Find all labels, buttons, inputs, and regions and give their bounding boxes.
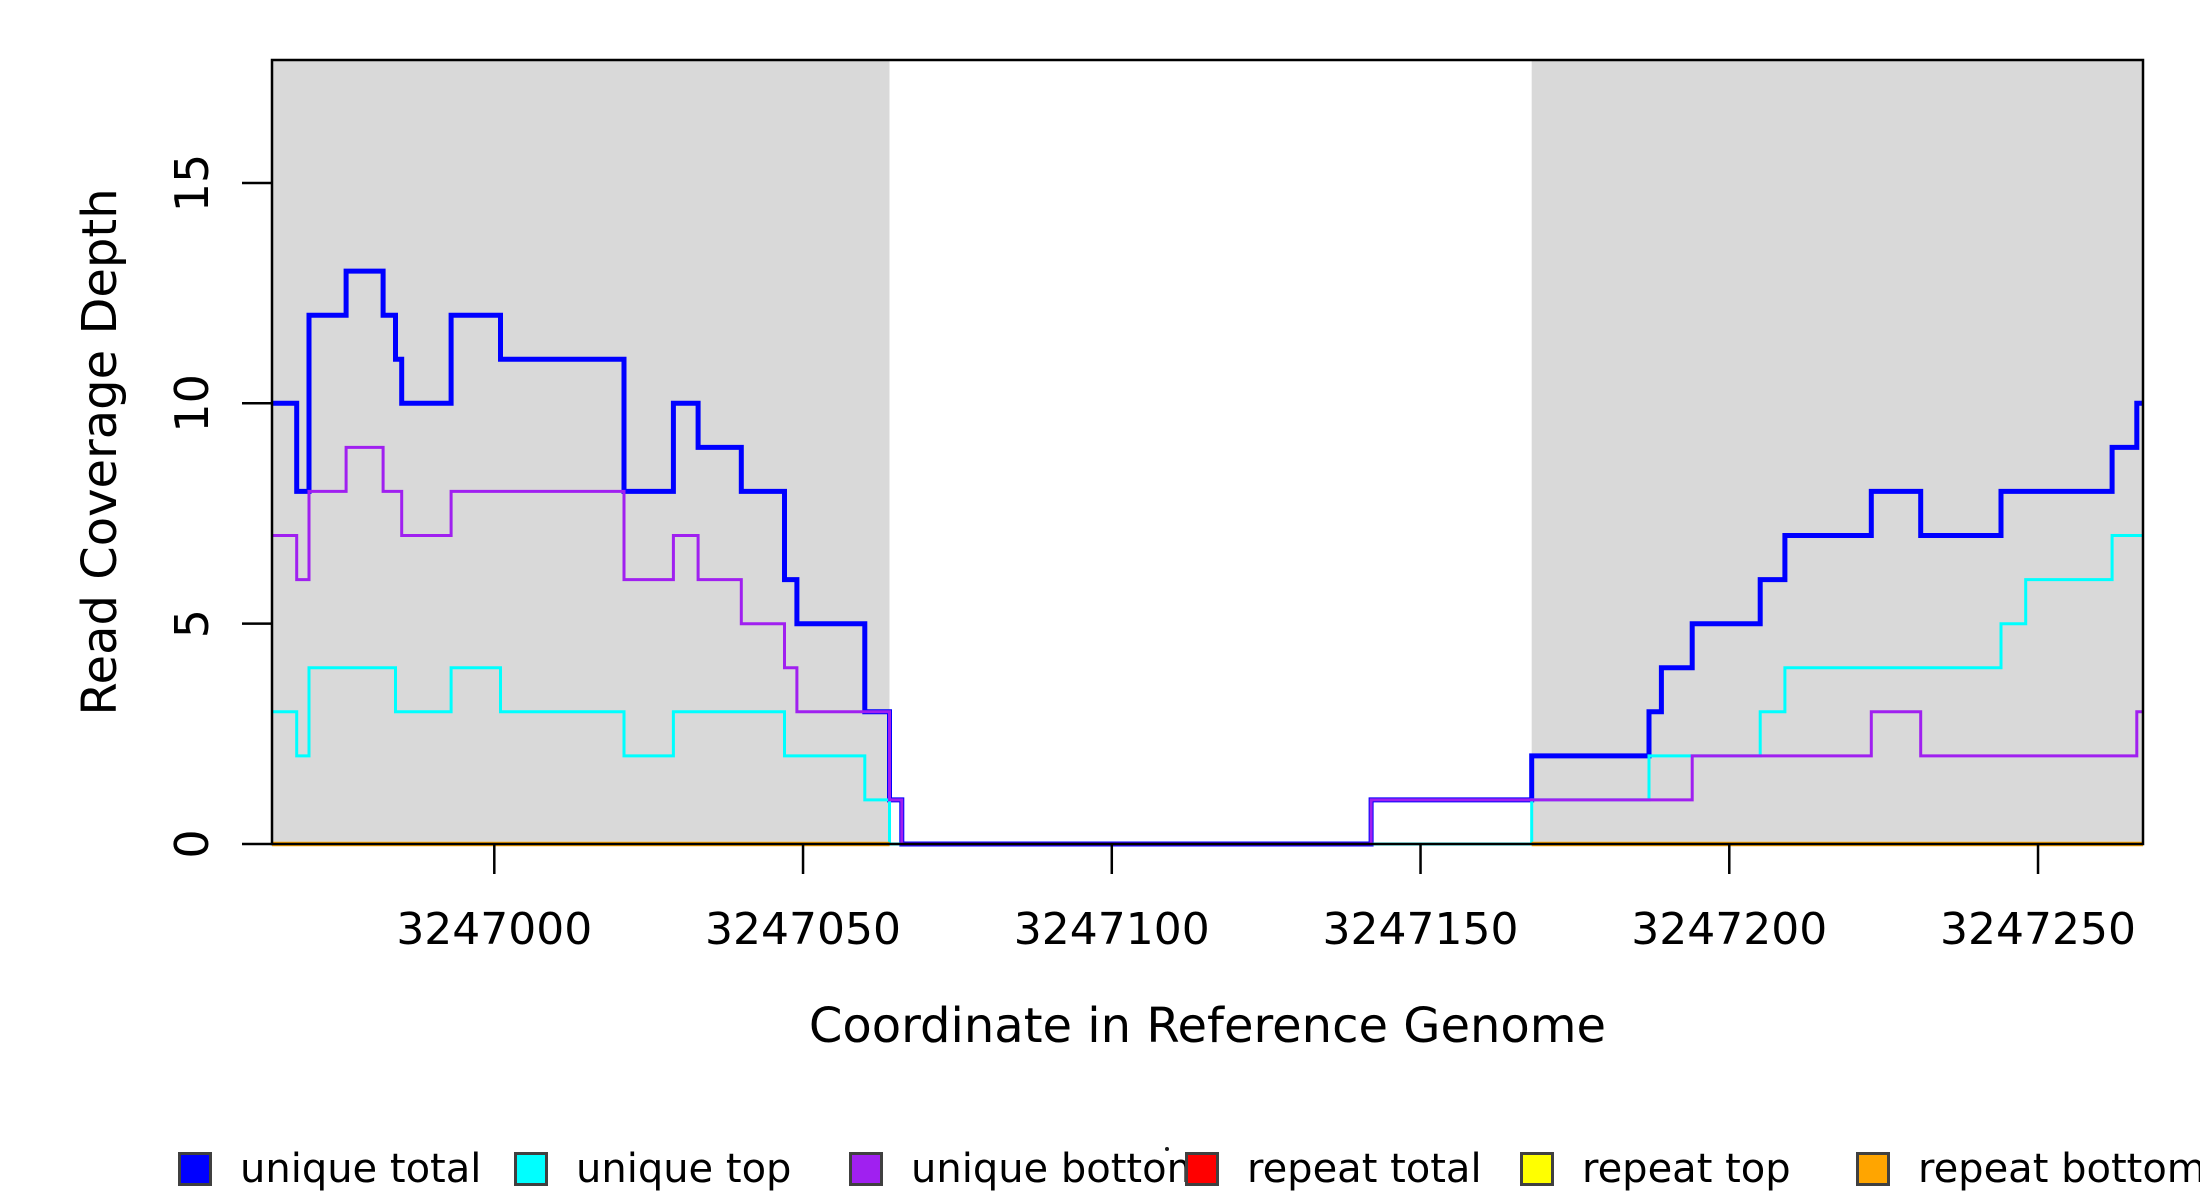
legend-item-repeat-top: repeat top (1520, 1146, 1791, 1192)
legend-label: unique total (240, 1146, 482, 1192)
legend-item-repeat-total: repeat total (1185, 1146, 1482, 1192)
x-tick-label: 3247050 (705, 904, 901, 955)
legend-swatch-repeat-bottom (1856, 1152, 1890, 1186)
series-line-unique-total (272, 268, 2143, 847)
series-line-unique-bottom (272, 445, 2143, 846)
legend-swatch-unique-bottom (849, 1152, 883, 1186)
y-tick-label: 15 (165, 154, 219, 213)
x-tick-label: 3247100 (1014, 904, 1210, 955)
legend-label: repeat bottom (1918, 1146, 2200, 1192)
legend-item-unique-total: unique total (178, 1146, 481, 1192)
legend-swatch-unique-top (514, 1152, 548, 1186)
plot-box (270, 58, 2145, 846)
legend-swatch-unique-total (178, 1152, 212, 1186)
x-tick-label: 3247000 (396, 904, 592, 955)
repeat-region-shading-1 (272, 60, 890, 844)
legend-swatch-repeat-top (1520, 1152, 1554, 1186)
x-tick-label: 3247150 (1323, 904, 1519, 955)
y-tick-label: 0 (165, 829, 219, 858)
x-axis-title: Coordinate in Reference Genome (808, 998, 1607, 1054)
stray-dot-artifact (1165, 1147, 1169, 1151)
y-tick-label: 10 (165, 374, 219, 433)
series-line-unique-top (272, 534, 2143, 846)
legend-label: unique bottom (911, 1146, 1206, 1192)
legend-label: repeat top (1582, 1146, 1791, 1192)
repeat-region-shading-2 (1531, 60, 2143, 844)
legend-label: repeat total (1247, 1146, 1482, 1192)
legend-item-unique-top: unique top (514, 1146, 791, 1192)
y-axis-title: Read Coverage Depth (72, 188, 128, 716)
legend-item-repeat-bottom: repeat bottom (1856, 1146, 2200, 1192)
legend-swatch-repeat-total (1185, 1152, 1219, 1186)
legend-label: unique top (576, 1146, 792, 1192)
x-tick-label: 3247250 (1940, 904, 2136, 955)
x-tick-label: 3247200 (1631, 904, 1827, 955)
y-tick-label: 5 (165, 609, 219, 638)
legend-item-unique-bottom: unique bottom (849, 1146, 1206, 1192)
